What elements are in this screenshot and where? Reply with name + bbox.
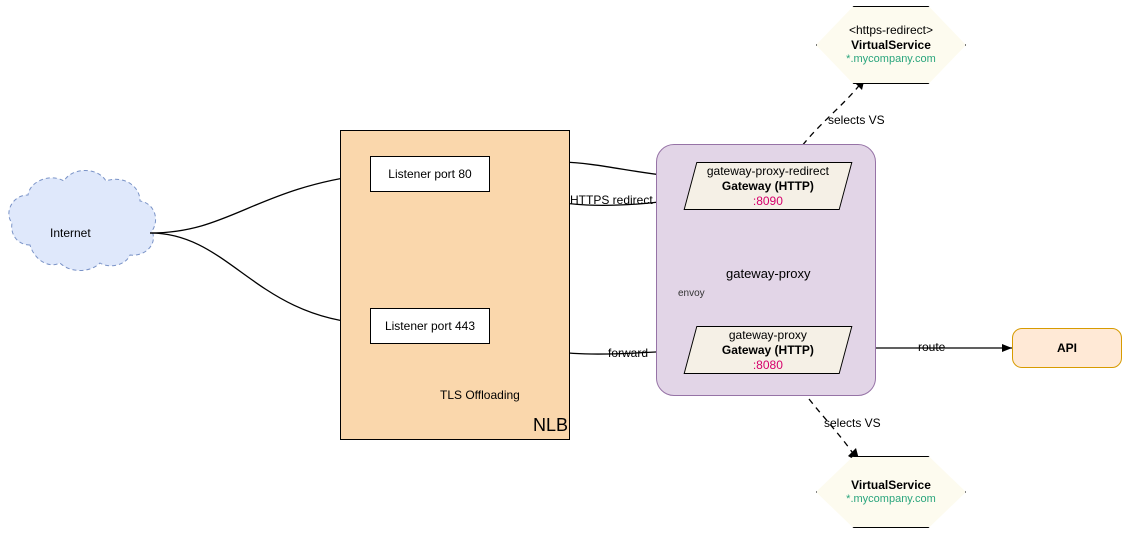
vs-bottom-domain: *.mycompany.com (846, 493, 936, 507)
listener-443: Listener port 443 (370, 308, 490, 344)
vs-top-line1: <https-redirect> (846, 23, 936, 38)
edge-selects-vs-bottom: selects VS (824, 416, 881, 430)
vs-bottom-line1: VirtualService (846, 478, 936, 493)
api-label: API (1057, 341, 1077, 355)
edge-route: route (918, 340, 945, 354)
tls-label: TLS Offloading (440, 388, 520, 402)
gateway-redirect-line1: gateway-proxy-redirect (707, 164, 829, 179)
internet-label: Internet (50, 226, 91, 240)
edge-selects-vs-top: selects VS (828, 113, 885, 127)
gateway-main: gateway-proxy Gateway (HTTP) :8080 (684, 326, 853, 374)
api-box: API (1012, 328, 1122, 368)
gateway-proxy-label: gateway-proxy (726, 266, 811, 281)
vs-top-domain: *.mycompany.com (846, 53, 936, 67)
gateway-redirect-port: :8090 (707, 194, 829, 209)
internet-cloud (9, 171, 156, 271)
listener-443-text: Listener port 443 (385, 319, 475, 333)
edge-forward: forward (608, 346, 648, 360)
gateway-redirect: gateway-proxy-redirect Gateway (HTTP) :8… (684, 162, 853, 210)
listener-80: Listener port 80 (370, 156, 490, 192)
gateway-main-line1: gateway-proxy (722, 328, 814, 343)
nlb-label: NLB (533, 415, 568, 436)
gateway-main-line2: Gateway (HTTP) (722, 343, 814, 358)
gateway-main-port: :8080 (722, 358, 814, 373)
edge-https-redirect: HTTPS redirect (570, 193, 653, 207)
diagram-canvas: Internet NLB Listener port 80 Listener p… (0, 0, 1131, 541)
listener-80-text: Listener port 80 (388, 167, 471, 181)
envoy-name: envoy (678, 288, 705, 299)
vs-top-line2: VirtualService (846, 38, 936, 53)
gateway-redirect-line2: Gateway (HTTP) (707, 179, 829, 194)
